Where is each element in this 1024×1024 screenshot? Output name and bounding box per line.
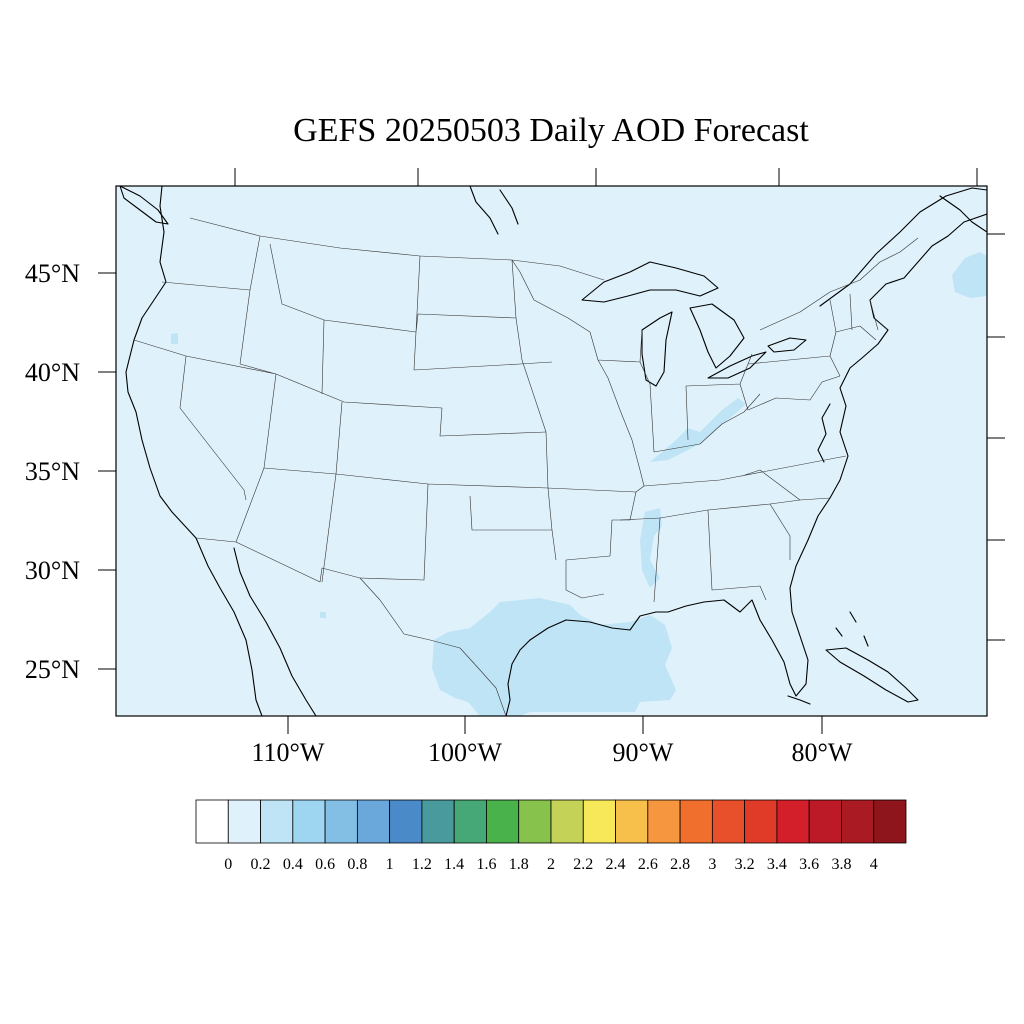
colorbar-label: 2.8 [670, 856, 690, 873]
colorbar-swatch [292, 799, 326, 844]
aod-patch-mississippi [640, 508, 662, 588]
aod-patch-nova-scotia [952, 252, 987, 298]
colorbar-label: 0.2 [251, 856, 271, 873]
vancouver-island [119, 186, 169, 225]
figure-title: GEFS 20250503 Daily AOD Forecast [293, 112, 809, 149]
colorbar-label: 3 [708, 856, 716, 873]
colorbar-swatch [421, 799, 455, 844]
colorbar-label: 2.6 [638, 856, 658, 873]
colorbar-swatch [195, 799, 229, 844]
colorbar-label: 3.8 [831, 856, 851, 873]
aod-patch-gulf [432, 598, 676, 716]
axis-ticks [98, 168, 1005, 734]
colorbar-label: 1 [386, 856, 394, 873]
bahamas [835, 611, 869, 647]
aod-map: 45°N 40°N 35°N 30°N 25°N 110°W 100°W 90°… [25, 168, 1005, 767]
west-states [133, 235, 553, 583]
colorbar-swatch [873, 799, 907, 844]
colorbar-label: 0.8 [347, 856, 367, 873]
lon-label: 110°W [252, 738, 325, 767]
colorbar-swatch [324, 799, 358, 844]
latitude-labels: 45°N 40°N 35°N 30°N 25°N [25, 259, 80, 684]
aod-patch-california [171, 333, 178, 344]
lat-label: 30°N [25, 556, 80, 585]
map-frame [115, 185, 988, 717]
colorbar-swatch [389, 799, 423, 844]
colorbar-swatch [808, 799, 842, 844]
gulf-coast [529, 213, 987, 697]
colorbar-label: 0 [224, 856, 232, 873]
lon-label: 90°W [613, 738, 674, 767]
colorbar-label: 2.4 [606, 856, 626, 873]
pacific-coast [125, 186, 263, 716]
colorbar-swatch [356, 799, 391, 844]
colorbar-swatch [550, 799, 584, 844]
colorbar-swatch [679, 799, 713, 844]
hudson-bay-inlets [469, 186, 519, 235]
colorbar-label: 2.2 [573, 856, 593, 873]
aod-shading [171, 252, 987, 716]
colorbar-swatch [518, 799, 552, 844]
colorbar-label: 0.4 [283, 856, 303, 873]
newfoundland-coast [939, 195, 987, 233]
aod-patch-kentucky [650, 398, 746, 462]
state-boundaries [133, 217, 919, 716]
colorbar-swatch [744, 799, 778, 844]
great-lakes-michigan [641, 311, 673, 387]
colorbar-label: 3.4 [767, 856, 787, 873]
aod-patch-mexico [320, 612, 326, 618]
colorbar-label: 3.2 [735, 856, 755, 873]
longitude-labels: 110°W 100°W 90°W 80°W [252, 738, 853, 767]
lat-label: 25°N [25, 655, 80, 684]
lat-label: 35°N [25, 457, 80, 486]
florida-keys [787, 695, 811, 705]
colorbar-label: 0.6 [315, 856, 335, 873]
us-canada-border-east [759, 237, 919, 331]
lat-label: 45°N [25, 259, 80, 288]
great-lakes-ontario [767, 337, 807, 353]
colorbar-swatch [776, 799, 810, 844]
colorbar: 0 0.2 0.4 0.6 0.8 1 1.2 1.4 1.6 1.8 2 2.2 2.4 2.6 2.8 3… [195, 799, 907, 873]
colorbar-swatch [615, 799, 649, 844]
colorbar-label: 2 [547, 856, 555, 873]
colorbar-label: 1.4 [444, 856, 464, 873]
mexico-gulf-coast [505, 639, 531, 716]
colorbar-swatch [453, 799, 487, 844]
colorbar-label: 3.6 [799, 856, 819, 873]
cuba [825, 647, 919, 703]
colorbar-label: 4 [870, 856, 878, 873]
colorbar-swatch [841, 799, 875, 844]
baja-east-coast [233, 547, 317, 716]
great-lakes-superior [581, 261, 719, 303]
colorbar-swatch [647, 799, 681, 844]
coastlines [119, 186, 987, 716]
colorbar-swatch [711, 799, 746, 844]
colorbar-swatch [486, 799, 520, 844]
lon-label: 80°W [792, 738, 853, 767]
great-lakes-huron [689, 303, 745, 369]
st-lawrence-coast [819, 187, 987, 307]
chesapeake-bay [817, 403, 831, 463]
colorbar-label: 1.6 [476, 856, 496, 873]
us-mexico-border [195, 537, 507, 716]
lat-label: 40°N [25, 358, 80, 387]
colorbar-label: 1.2 [412, 856, 432, 873]
colorbar-swatch [260, 799, 294, 844]
colorbar-label: 1.8 [509, 856, 529, 873]
colorbar-swatch [582, 799, 616, 844]
lon-label: 100°W [428, 738, 502, 767]
great-lakes-erie [707, 351, 767, 379]
eastern-states [619, 293, 879, 603]
colorbar-swatch [227, 799, 261, 844]
